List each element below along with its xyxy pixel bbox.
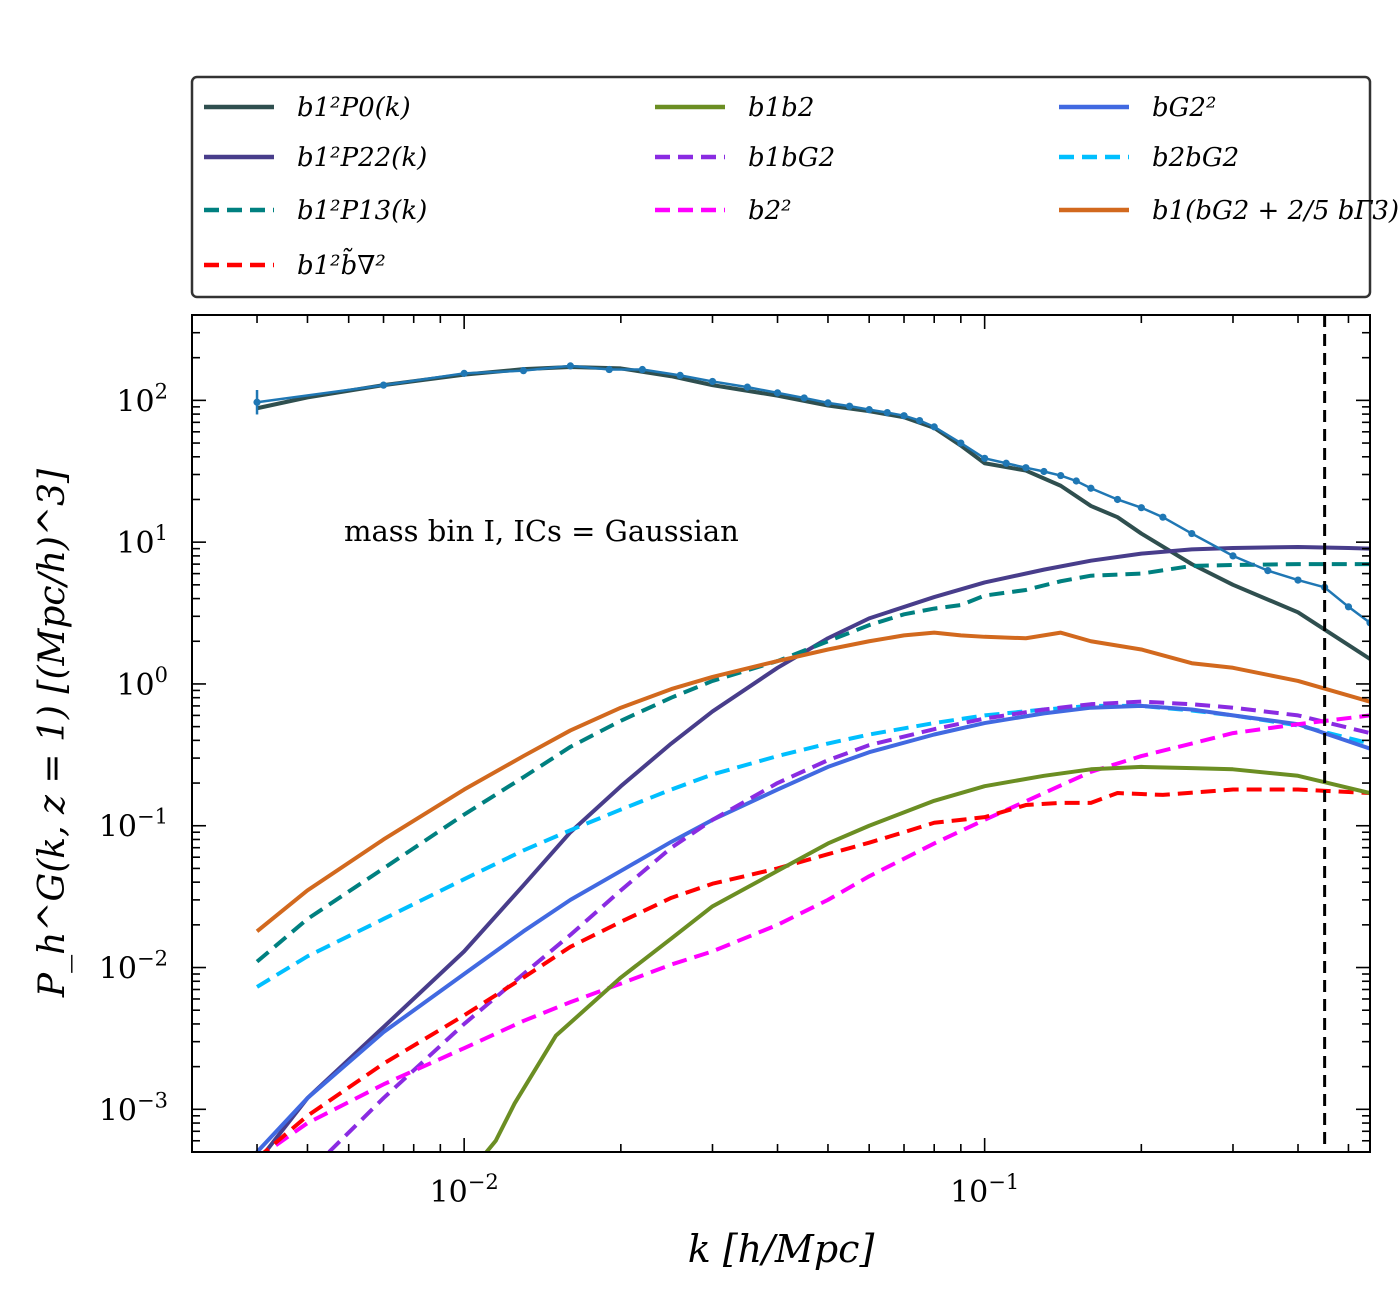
data-point-26	[1087, 484, 1095, 492]
data-point-8	[708, 377, 717, 386]
legend-entry-b1combo: b1(bG2 + 2/5 bΓ3)	[1059, 196, 1399, 226]
legend-label: b2²	[748, 196, 792, 226]
series-b1combo	[255, 630, 1370, 933]
legend-label: b1²P0(k)	[297, 93, 411, 123]
data-point-15	[883, 408, 891, 417]
series-data	[253, 362, 1370, 627]
legend-label: bG2²	[1152, 93, 1216, 123]
series-p0	[256, 364, 1370, 661]
data-point-35	[1344, 603, 1353, 611]
legend-entry-p13: b1²P13(k)	[204, 196, 427, 226]
data-point-28	[1137, 504, 1145, 512]
data-point-12	[824, 399, 832, 407]
data-point-25	[1072, 477, 1080, 485]
series-bg2sq	[255, 703, 1370, 1152]
series-p13	[255, 562, 1370, 964]
legend-entry-b1bg2: b1bG2	[655, 143, 835, 173]
data-point-10	[773, 389, 782, 397]
data-point-5	[605, 365, 613, 374]
data-point-14	[865, 406, 873, 414]
legend: b1²P0(k) b1²P22(k) b1²P13(k) b1²b̃∇² b1b2 b1b…	[190, 75, 1399, 299]
data-point-17	[916, 417, 924, 425]
legend-label: b1bG2	[748, 143, 835, 173]
legend-label: b2bG2	[1152, 143, 1239, 173]
series-b2bg2	[255, 703, 1370, 989]
legend-entry-b1b2: b1b2	[655, 93, 814, 123]
x-tick-label: 10−2	[430, 1170, 499, 1210]
y-tick-label: 101	[116, 521, 168, 561]
legend-items: b1²P0(k) b1²P22(k) b1²P13(k) b1²b̃∇² b1b2 b1b…	[204, 93, 1399, 281]
data-point-33	[1294, 576, 1302, 584]
y-tick-label: 10−2	[99, 947, 168, 987]
chart-annotation: mass bin I, ICs = Gaussian	[344, 514, 739, 548]
plot-frame	[191, 314, 1371, 1153]
plot-area: 10−2 10−1 102 101 100 10−1 10−2 10−3	[99, 314, 1371, 1210]
series-layer	[253, 362, 1370, 1152]
data-point-22	[1022, 464, 1030, 472]
data-point-31	[1229, 552, 1237, 560]
data-point-6	[638, 365, 646, 374]
y-tick-label: 100	[116, 663, 168, 703]
data-point-3	[519, 367, 528, 375]
data-point-27	[1113, 495, 1122, 504]
data-point-20	[981, 454, 989, 462]
y-tick-label: 102	[116, 379, 168, 419]
legend-entry-p22: b1²P22(k)	[204, 143, 427, 173]
series-b2sq	[262, 713, 1370, 1152]
legend-entry-b2sq: b2²	[655, 196, 792, 226]
data-point-13	[845, 402, 854, 410]
legend-label: b1²P13(k)	[297, 196, 427, 226]
ticks-layer	[191, 314, 1370, 1153]
data-point-30	[1188, 529, 1196, 538]
data-point-1	[379, 381, 388, 389]
data-point-19	[957, 439, 965, 447]
data-point-9	[743, 383, 751, 391]
x-tick-label: 10−1	[950, 1170, 1019, 1210]
series-bnabla	[261, 787, 1370, 1152]
series-b1bg2	[327, 699, 1370, 1152]
y-tick-label: 10−3	[99, 1088, 168, 1128]
data-point-23	[1040, 467, 1048, 476]
legend-label: b1²b̃∇²	[297, 247, 386, 281]
series-b1b2	[483, 764, 1370, 1152]
y-axis-label: P_h^G(k, z = 1) [(Mpc/h)^3]	[32, 468, 73, 998]
data-point-29	[1159, 513, 1167, 521]
data-point-21	[1002, 459, 1010, 467]
legend-label: b1²P22(k)	[297, 143, 427, 173]
data-point-32	[1264, 567, 1272, 575]
legend-entry-b2bg2: b2bG2	[1059, 143, 1239, 173]
legend-frame	[190, 75, 1372, 299]
y-tick-label: 10−1	[99, 805, 168, 845]
legend-label: b1(bG2 + 2/5 bΓ3)	[1152, 196, 1399, 226]
x-axis-label: k [h/Mpc]	[688, 1227, 875, 1271]
data-point-7	[676, 371, 684, 379]
legend-entry-p0: b1²P0(k)	[204, 93, 411, 123]
data-point-24	[1057, 471, 1065, 480]
data-point-4	[566, 362, 575, 370]
data-point-2	[460, 369, 468, 377]
series-p22	[262, 544, 1370, 1152]
legend-entry-bnabla: b1²b̃∇²	[204, 247, 386, 281]
legend-entry-bg2sq: bG2²	[1059, 93, 1216, 123]
tick-labels: 10−2 10−1 102 101 100 10−1 10−2 10−3	[99, 379, 1019, 1210]
legend-label: b1b2	[748, 93, 814, 123]
data-point-18	[930, 423, 938, 431]
data-point-11	[800, 394, 808, 402]
data-point-16	[900, 412, 908, 420]
